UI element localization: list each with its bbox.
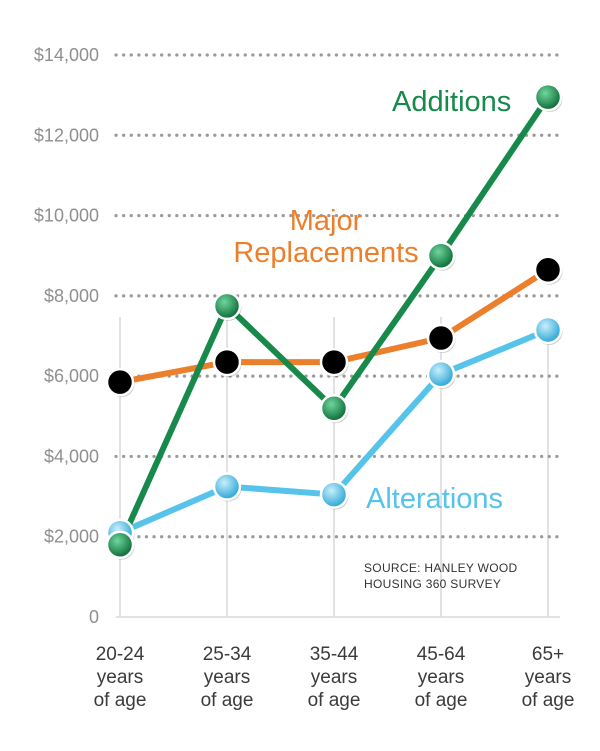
x-tick-label: 35-44 years of age — [308, 644, 361, 711]
x-axis: 20-24 years of age 25-34 years of age 35-44 yea… — [94, 644, 575, 711]
data-point — [319, 480, 349, 509]
data-point — [212, 347, 242, 377]
source-annotation: SOURCE: HANLEY WOOD HOUSING 360 SURVEY — [364, 561, 518, 591]
y-tick-label: $2,000 — [44, 527, 99, 547]
x-tick-label: 45-64 years of age — [415, 644, 468, 711]
data-point — [533, 82, 563, 112]
x-tick-label: 25-34 years of age — [201, 644, 254, 711]
source-text: SOURCE: HANLEY WOOD HOUSING 360 SURVEY — [364, 561, 518, 591]
y-tick-label: $4,000 — [44, 446, 99, 466]
data-point — [533, 255, 563, 285]
y-tick-label: $8,000 — [44, 286, 99, 306]
y-tick-label: $6,000 — [44, 366, 99, 386]
series-points — [105, 82, 563, 560]
data-point — [212, 472, 242, 501]
y-tick-label: 0 — [89, 607, 99, 627]
x-tick-label: 65+ years of age — [522, 644, 575, 711]
series-label: Alterations — [366, 483, 503, 515]
data-point — [212, 291, 242, 321]
data-point — [533, 315, 563, 345]
data-point — [426, 241, 456, 270]
grid — [114, 53, 560, 618]
series-label: Additions — [392, 86, 511, 118]
data-point — [319, 394, 349, 423]
y-axis: 0 $2,000 $4,000 $6,000 $8,000 $10,000 $12,000 $… — [34, 45, 99, 627]
data-point — [319, 347, 349, 377]
y-tick-label: $14,000 — [34, 45, 99, 65]
series-labels: Alterations Major Replacements Additions — [233, 86, 511, 515]
y-tick-label: $12,000 — [34, 125, 99, 145]
data-point — [426, 359, 456, 389]
series-label: Major Replacements — [233, 205, 418, 269]
data-point — [426, 323, 456, 353]
y-tick-label: $10,000 — [34, 206, 99, 226]
data-point — [105, 530, 135, 559]
data-point — [105, 367, 135, 397]
x-tick-label: 20-24 years of age — [94, 644, 147, 711]
